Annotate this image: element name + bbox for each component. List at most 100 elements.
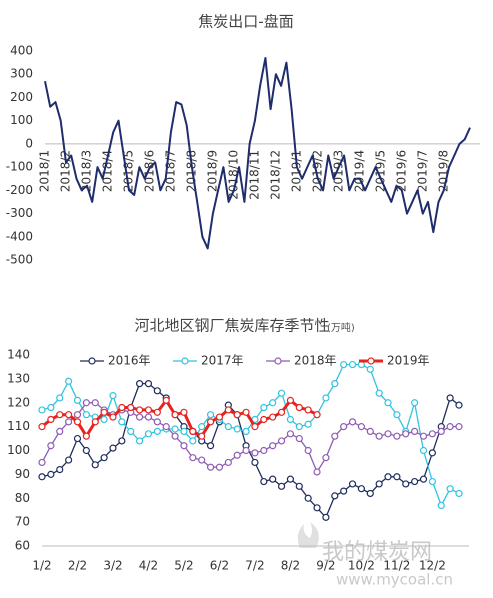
data-point xyxy=(56,466,64,474)
data-point xyxy=(277,482,286,490)
y-tick-label: 90 xyxy=(15,467,30,481)
y-tick-label: 120 xyxy=(7,395,30,409)
legend-label: 2019年 xyxy=(387,354,430,368)
data-point xyxy=(56,394,64,402)
data-point xyxy=(286,430,295,438)
data-point xyxy=(277,408,286,416)
data-point xyxy=(153,387,161,395)
watermark-url: www.mycoal.cn xyxy=(336,571,453,589)
x-tick-label: 8/2 xyxy=(281,559,300,573)
data-point xyxy=(304,494,312,502)
legend-label: 2016年 xyxy=(108,354,151,368)
data-point xyxy=(198,432,206,440)
data-point xyxy=(455,423,463,431)
data-point xyxy=(65,377,73,385)
y-tick-label: 130 xyxy=(7,371,30,385)
data-point xyxy=(277,389,286,397)
y-tick-label: -100 xyxy=(6,160,33,174)
data-point xyxy=(91,461,99,469)
data-point xyxy=(286,415,295,424)
data-point xyxy=(313,504,321,512)
data-point xyxy=(127,427,135,435)
x-tick-label: 2018/1 xyxy=(38,150,52,192)
data-point xyxy=(206,418,215,426)
data-point xyxy=(82,432,90,440)
data-point xyxy=(109,413,117,421)
data-point xyxy=(331,380,339,388)
data-point xyxy=(38,423,46,431)
data-point xyxy=(260,477,268,486)
data-point xyxy=(393,411,401,419)
data-point xyxy=(260,415,268,424)
data-point xyxy=(331,432,339,440)
y-tick-label: 0 xyxy=(25,136,33,150)
data-point xyxy=(260,446,268,455)
x-tick-label: 2019/1 xyxy=(289,150,303,192)
data-point xyxy=(153,408,161,416)
data-point xyxy=(304,446,312,455)
data-point xyxy=(171,425,179,433)
data-point xyxy=(56,411,64,419)
data-point xyxy=(206,411,215,419)
data-point xyxy=(384,399,392,407)
data-point xyxy=(171,411,179,419)
x-tick-label: 2018/3 xyxy=(79,150,93,192)
data-point xyxy=(127,403,135,412)
x-tick-label: 2018/2 xyxy=(58,150,72,192)
x-tick-label: 2018/7 xyxy=(163,150,177,192)
data-point xyxy=(224,458,232,467)
x-tick-label: 2018/4 xyxy=(100,150,114,192)
data-point xyxy=(224,406,232,414)
y-tick-label: -300 xyxy=(6,206,33,220)
data-point xyxy=(455,489,463,498)
chart-subtitle: (万吨) xyxy=(327,321,355,334)
data-point xyxy=(375,480,383,488)
data-point xyxy=(180,408,188,416)
data-point xyxy=(233,425,241,433)
series-line xyxy=(41,382,460,519)
data-point xyxy=(189,454,197,462)
data-point xyxy=(340,487,348,495)
data-point xyxy=(295,423,303,431)
data-point xyxy=(419,432,428,440)
data-point xyxy=(91,399,99,407)
data-point xyxy=(189,437,197,445)
data-point xyxy=(242,446,250,455)
data-point xyxy=(419,446,428,455)
data-point xyxy=(286,475,295,483)
data-point xyxy=(144,430,153,438)
data-point xyxy=(295,434,303,443)
data-point xyxy=(118,437,126,445)
data-point xyxy=(411,477,419,486)
data-point xyxy=(65,411,73,419)
data-point xyxy=(73,418,82,426)
data-point xyxy=(242,427,250,435)
x-tick-label: 2019/6 xyxy=(394,150,408,192)
data-point xyxy=(47,442,55,450)
data-point xyxy=(375,432,383,440)
data-point xyxy=(65,418,73,426)
data-point xyxy=(47,470,55,478)
data-point xyxy=(269,475,277,483)
x-tick-label: 1/2 xyxy=(32,559,51,573)
chart-title: 河北地区钢厂焦炭库存季节性 xyxy=(134,317,329,335)
data-point xyxy=(215,463,224,471)
data-point xyxy=(375,389,383,397)
data-point xyxy=(118,418,126,426)
data-point xyxy=(348,360,357,369)
data-point xyxy=(322,513,330,521)
data-point xyxy=(73,396,82,404)
data-point xyxy=(437,501,445,510)
data-point xyxy=(171,432,179,440)
data-point xyxy=(56,427,64,435)
y-tick-label: 70 xyxy=(15,515,30,529)
data-point xyxy=(322,394,330,402)
legend-marker xyxy=(367,357,375,365)
data-point xyxy=(313,411,321,419)
legend-label: 2018年 xyxy=(294,354,337,368)
y-tick-label: 400 xyxy=(10,44,33,58)
data-point xyxy=(180,442,188,450)
data-point xyxy=(322,454,330,462)
data-point xyxy=(419,475,428,483)
